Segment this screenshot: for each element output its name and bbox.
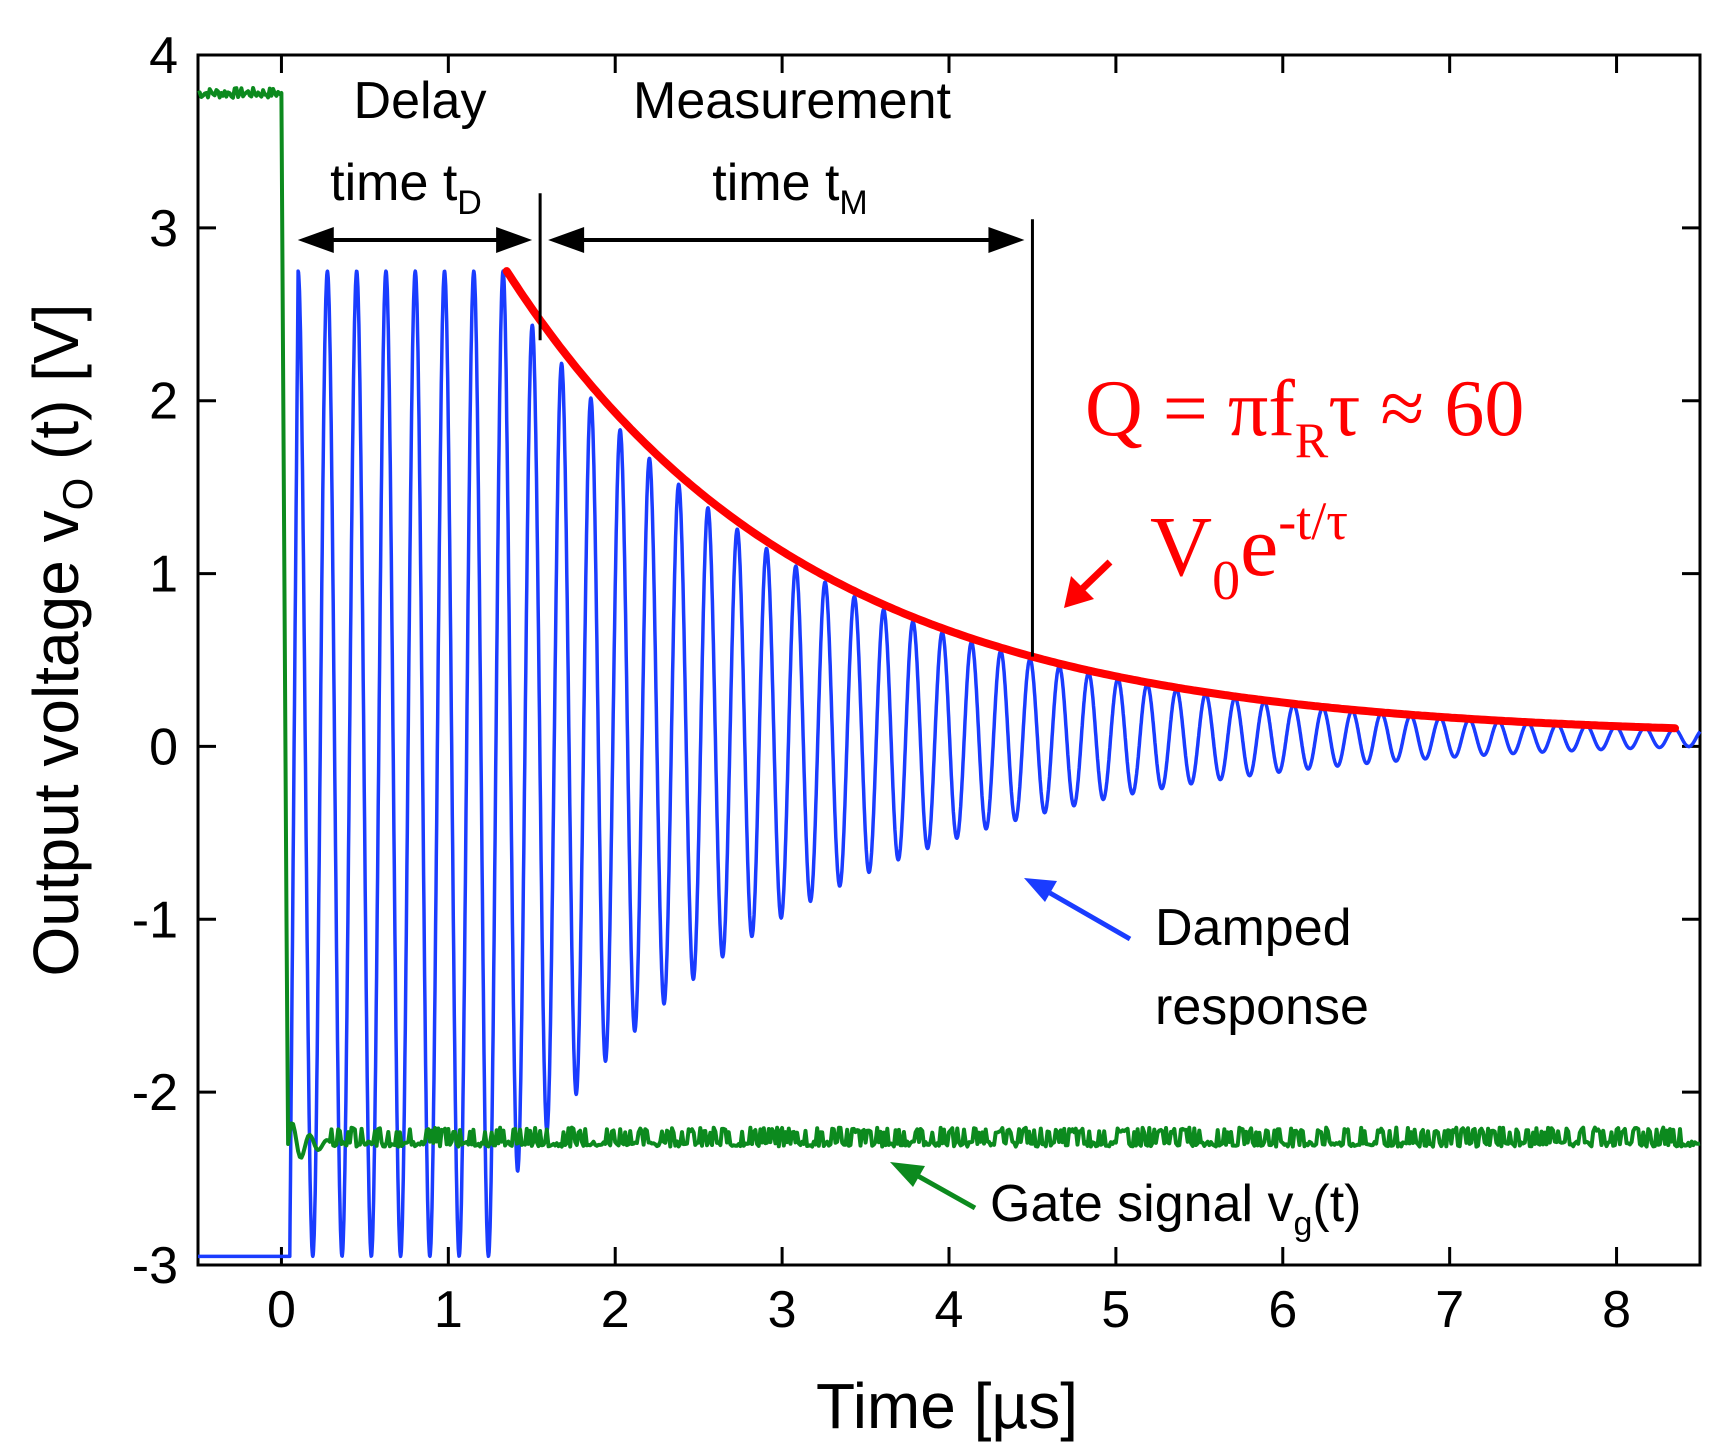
x-axis-title: Time [µs] [816,1370,1078,1442]
x-tick-label-8: 8 [1602,1281,1631,1339]
damped-response-label-line1: Damped [1155,899,1352,957]
y-tick-label-1: -2 [132,1064,178,1122]
envelope-fit-series [502,267,1679,733]
y-tick-label-3: 0 [149,718,178,776]
delay-arrow-left-head [297,226,334,253]
x-tick-label-6: 6 [1268,1281,1297,1339]
delay-label-line1: Delay [354,72,487,130]
gate-signal-pointer-shaft [916,1173,977,1211]
chart-annotations: Delay time tD Measurement time tM Q = πf… [297,72,1524,1243]
envelope-label: V0e-t/τ [1150,491,1348,612]
envelope-pointer-arrow-shaft [1079,559,1113,592]
x-tick-label-0: 0 [267,1281,296,1339]
delay-arrow-right-head [496,226,533,253]
y-tick-label-6: 3 [149,200,178,258]
x-tick-label-2: 2 [601,1281,630,1339]
measurement-arrow-right-head [988,226,1025,253]
quality-factor-formula: Q = πfRτ ≈ 60 [1085,365,1524,468]
axis-tick-labels: 0 1 2 3 4 5 6 7 8 -3 -2 -1 0 1 2 3 4 [132,27,1631,1339]
axis-ticks [198,53,1700,1267]
y-tick-label-5: 2 [149,373,178,431]
damped-response-label-line2: response [1155,978,1369,1036]
x-tick-label-1: 1 [434,1281,463,1339]
measurement-label-line1: Measurement [633,72,951,130]
envelope-pointer-arrow-head [1064,576,1094,608]
damped-response-pointer-shaft [1048,890,1132,942]
x-tick-label-4: 4 [935,1281,964,1339]
x-tick-label-7: 7 [1435,1281,1464,1339]
y-tick-label-4: 1 [149,546,178,604]
gate-signal-series [197,86,1701,1160]
gate-signal-pointer-head [890,1162,925,1187]
delay-label-line2: time tD [330,154,482,222]
y-tick-label-2: -1 [132,891,178,949]
y-axis-title: Output voltage vO (t) [V] [20,304,101,977]
gate-signal-label: Gate signal vg(t) [990,1175,1362,1243]
x-tick-label-5: 5 [1101,1281,1130,1339]
y-tick-label-7: 4 [149,27,178,85]
x-tick-label-3: 3 [768,1281,797,1339]
measurement-arrow-left-head [548,226,585,253]
measurement-label-line2: time tM [712,154,867,222]
y-tick-label-0: -3 [132,1237,178,1295]
damped-response-pointer-head [1024,878,1057,902]
damped-response-series [196,269,1702,1259]
